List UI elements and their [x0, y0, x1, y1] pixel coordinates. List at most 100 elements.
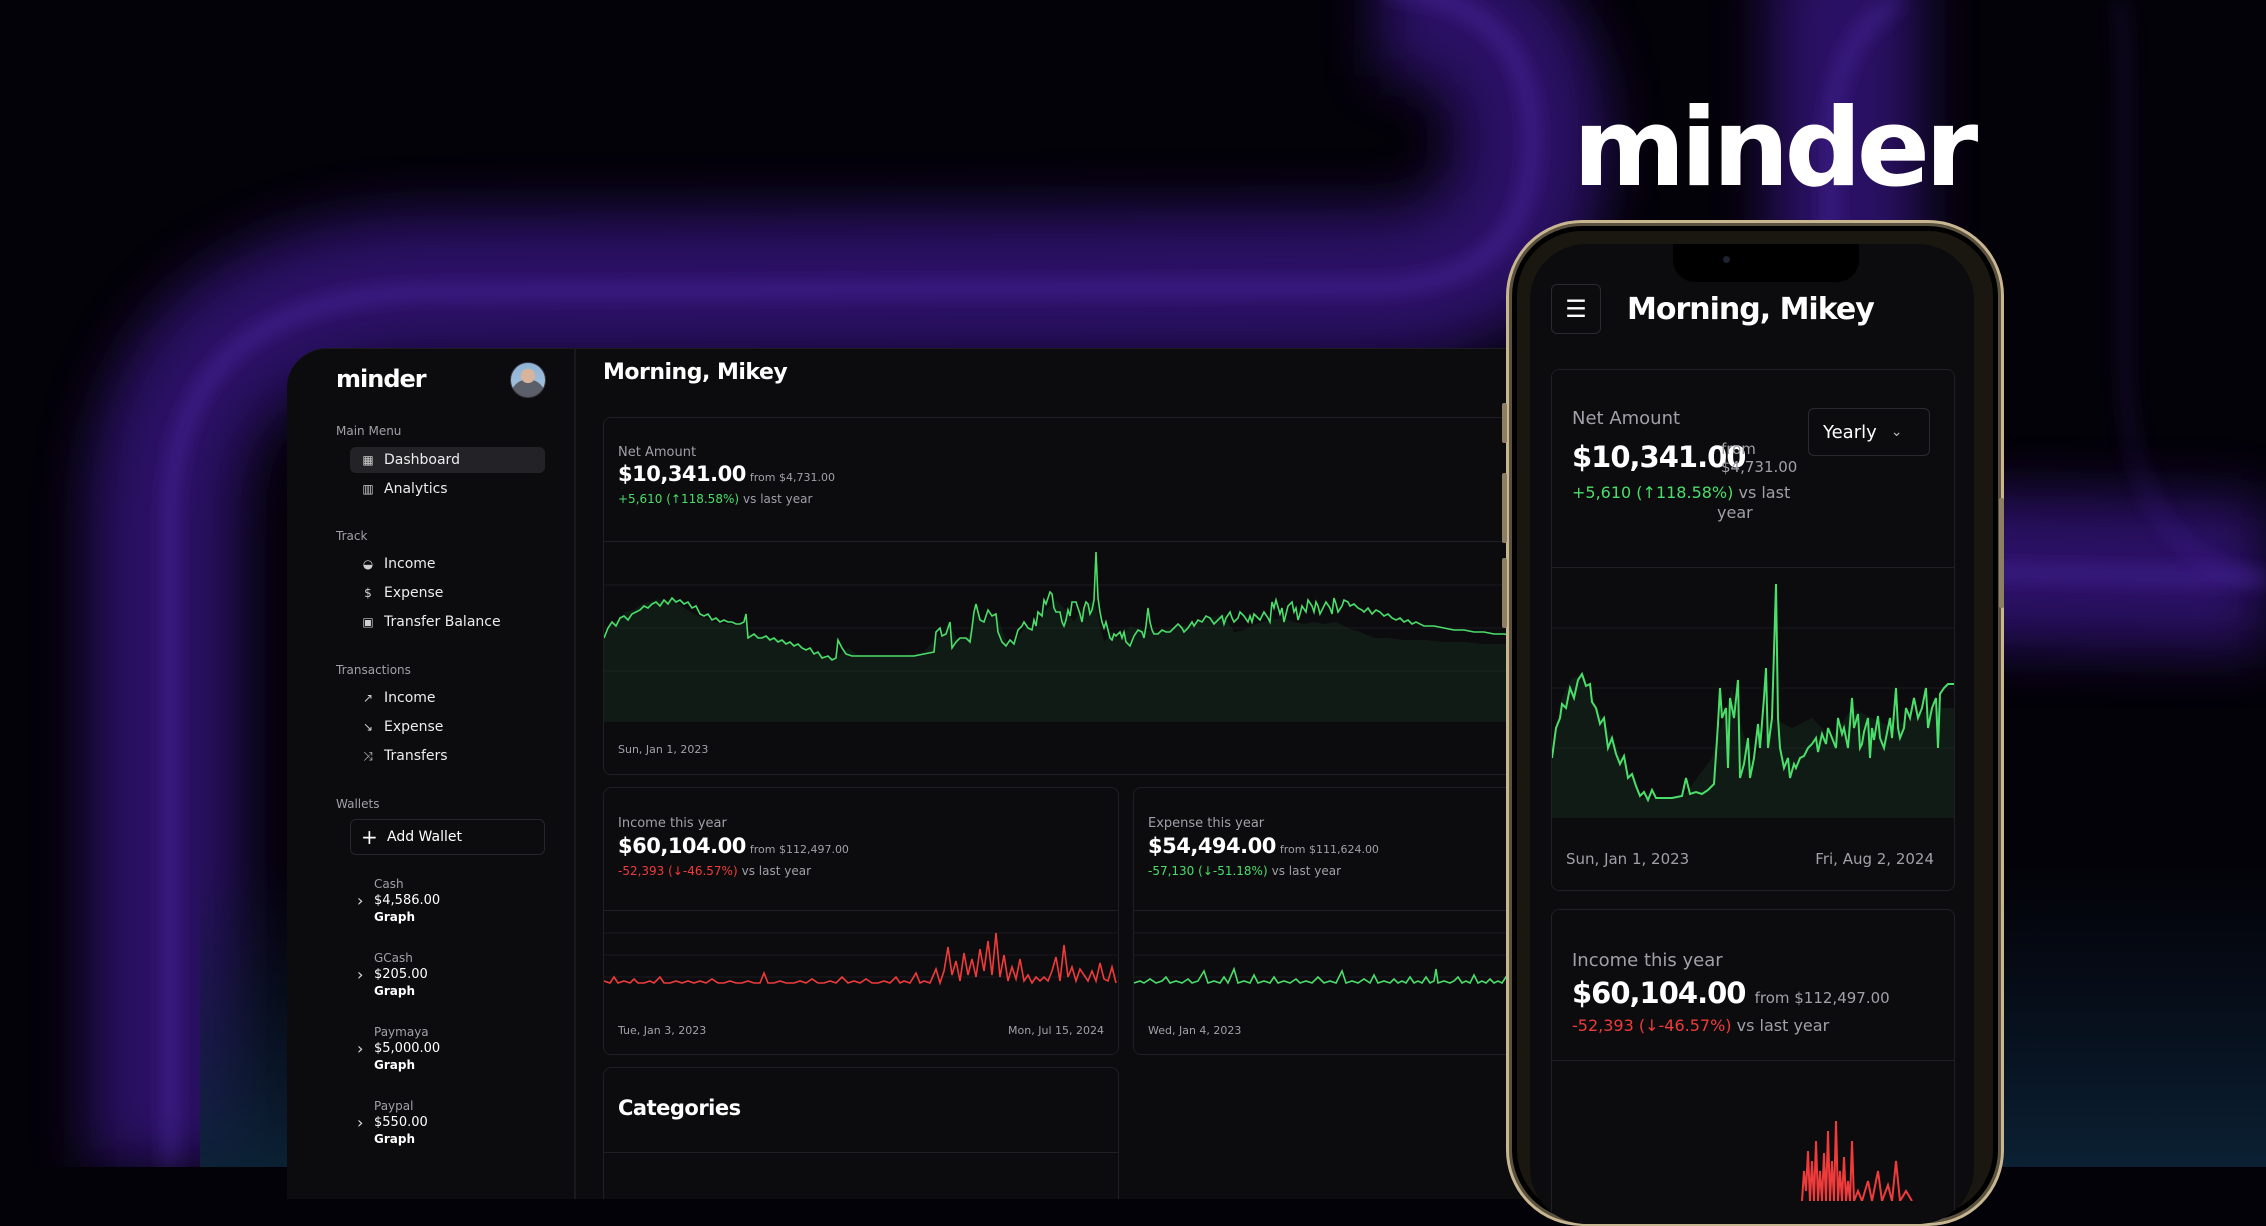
net-amount-from: from $4,731.00 — [749, 471, 835, 484]
transactions-heading: Transactions — [336, 663, 411, 677]
income-card: Income this year $60,104.00 from $112,497… — [603, 787, 1119, 1055]
wallet-icon: ▣ — [362, 615, 374, 629]
phone-income-label: Income this year — [1572, 950, 1723, 971]
phone-net-amount-value: $10,341.00 — [1572, 440, 1746, 474]
track-heading: Track — [336, 529, 368, 543]
income-from: from $112,497.00 — [749, 843, 849, 856]
income-chart — [604, 932, 1118, 986]
expense-amount: $54,494.00 from $111,624.00 — [1148, 834, 1379, 858]
income-end-date: Mon, Jul 15, 2024 — [1008, 1024, 1104, 1037]
sidebar-item-track-income[interactable]: ◒ Income — [350, 551, 545, 577]
chevron-right-icon: › — [357, 965, 364, 984]
avatar[interactable] — [510, 362, 546, 398]
trend-up-icon: ↗ — [362, 691, 374, 705]
net-amount-label: Net Amount — [618, 445, 697, 460]
expense-start-date: Wed, Jan 4, 2023 — [1148, 1024, 1242, 1037]
wallet-name: Cash — [374, 877, 404, 891]
sidebar: minder Main Menu ▦ Dashboard ▥ Analytics… — [287, 349, 576, 1199]
wallet-name: Paypal — [374, 1099, 414, 1113]
chevron-down-icon: ⌄ — [1890, 424, 1903, 440]
phone-side-button — [1999, 498, 2004, 608]
divider — [604, 1152, 1118, 1153]
phone-income-line — [1801, 1120, 1913, 1201]
phone-net-amount-line — [1552, 583, 1954, 803]
divider — [604, 910, 1118, 911]
wallet-amount: $550.00 — [374, 1115, 428, 1130]
sidebar-item-label: Expense — [384, 585, 444, 601]
desktop-app-window: minder Main Menu ▦ Dashboard ▥ Analytics… — [287, 348, 1537, 1199]
sidebar-item-label: Income — [384, 556, 436, 572]
add-wallet-button[interactable]: + Add Wallet — [350, 819, 545, 855]
phone-net-amount-chart — [1552, 583, 1954, 818]
period-select-value: Yearly — [1823, 421, 1877, 443]
wallet-graph-link[interactable]: Graph — [374, 1058, 415, 1072]
bar-chart-icon: ▥ — [362, 482, 374, 496]
wallet-graph-link[interactable]: Graph — [374, 1132, 415, 1146]
income-amount: $60,104.00 from $112,497.00 — [618, 834, 849, 858]
wallet-name: GCash — [374, 951, 413, 965]
wallet-item-cash[interactable]: › Cash $4,586.00 Graph — [357, 877, 537, 937]
sidebar-item-transfers[interactable]: ⤨ Transfers — [350, 743, 545, 769]
net-amount-chart — [604, 551, 1537, 722]
wallet-graph-link[interactable]: Graph — [374, 984, 415, 998]
divider — [1134, 910, 1537, 911]
net-amount-line — [604, 551, 1537, 661]
income-start-date: Tue, Jan 3, 2023 — [618, 1024, 707, 1037]
wallet-name: Paymaya — [374, 1025, 429, 1039]
expense-label: Expense this year — [1148, 816, 1265, 831]
hamburger-menu-button[interactable]: ☰ — [1551, 284, 1601, 334]
plus-icon: + — [361, 825, 378, 849]
sidebar-item-transactions-income[interactable]: ↗ Income — [350, 685, 545, 711]
divider — [1552, 567, 1954, 568]
categories-card: Categories — [603, 1067, 1119, 1199]
hero-logo: minder — [1573, 86, 1978, 211]
phone-mockup: ☰ Morning, Mikey Net Amount $10,341.00 f… — [1502, 220, 2004, 1226]
sidebar-item-analytics[interactable]: ▥ Analytics — [350, 476, 545, 502]
phone-net-end-date: Fri, Aug 2, 2024 — [1815, 850, 1934, 868]
phone-net-amount-from: from $4,731.00 — [1721, 440, 1798, 476]
income-label: Income this year — [618, 816, 727, 831]
net-amount-card: Net Amount $10,341.00 from $4,731.00 +5,6… — [603, 417, 1537, 775]
wallet-graph-link[interactable]: Graph — [374, 910, 415, 924]
phone-side-button — [1502, 558, 1507, 628]
sidebar-item-transactions-expense[interactable]: ↘ Expense — [350, 714, 545, 740]
main-menu-heading: Main Menu — [336, 424, 402, 438]
divider — [1552, 1060, 1954, 1061]
phone-net-amount-card: Net Amount $10,341.00 from $4,731.00 +5,6… — [1551, 369, 1955, 891]
phone-side-button — [1502, 403, 1507, 443]
phone-side-button — [1502, 473, 1507, 543]
sidebar-item-dashboard[interactable]: ▦ Dashboard — [350, 447, 545, 473]
add-wallet-label: Add Wallet — [387, 829, 462, 845]
period-select[interactable]: Yearly ⌄ — [1808, 408, 1930, 456]
camera-icon — [1723, 256, 1730, 263]
sidebar-item-label: Analytics — [384, 481, 448, 497]
income-line — [604, 932, 1117, 986]
expense-chart — [1134, 932, 1537, 985]
wallets-heading: Wallets — [336, 797, 380, 811]
phone-screen: ☰ Morning, Mikey Net Amount $10,341.00 f… — [1530, 244, 1974, 1224]
wallet-item-paypal[interactable]: › Paypal $550.00 Graph — [357, 1099, 537, 1159]
sidebar-item-transfer-balance[interactable]: ▣ Transfer Balance — [350, 609, 545, 635]
piggy-bank-icon: ◒ — [362, 557, 374, 571]
wallet-amount: $205.00 — [374, 967, 428, 982]
phone-income-from: from $112,497.00 — [1754, 989, 1890, 1007]
net-amount-start-date: Sun, Jan 1, 2023 — [618, 743, 709, 756]
phone-income-change: -52,393 (↓-46.57%) vs last year — [1572, 1016, 1830, 1035]
dollar-icon: $ — [364, 586, 372, 600]
expense-line — [1134, 966, 1537, 985]
trend-down-icon: ↘ — [362, 720, 374, 734]
app-logo[interactable]: minder — [336, 365, 427, 393]
wallet-item-gcash[interactable]: › GCash $205.00 Graph — [357, 951, 537, 1011]
shuffle-icon: ⤨ — [363, 748, 373, 763]
sidebar-item-track-expense[interactable]: $ Expense — [350, 580, 545, 606]
dashboard-icon: ▦ — [362, 453, 374, 467]
phone-net-amount-area — [1552, 676, 1954, 818]
wallet-item-paymaya[interactable]: › Paymaya $5,000.00 Graph — [357, 1025, 537, 1085]
expense-from: from $111,624.00 — [1279, 843, 1379, 856]
chevron-right-icon: › — [357, 891, 364, 910]
phone-net-amount-label: Net Amount — [1572, 408, 1681, 429]
divider — [604, 541, 1537, 542]
sidebar-item-label: Transfer Balance — [384, 614, 501, 630]
net-amount-value: $10,341.00 from $4,731.00 — [618, 462, 835, 486]
categories-title: Categories — [618, 1096, 741, 1120]
